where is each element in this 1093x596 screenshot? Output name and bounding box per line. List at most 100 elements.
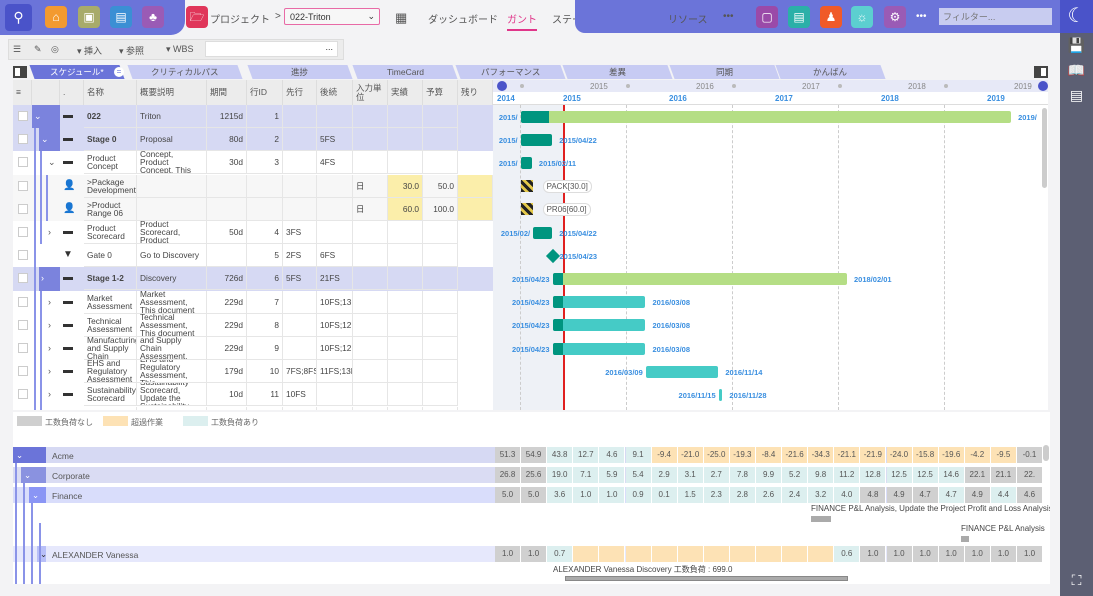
expand-chevron-icon[interactable]: › [39,267,60,291]
task-bar[interactable] [533,226,553,239]
collapse-chevron-icon[interactable]: ⌄ [39,128,60,152]
summary-bar[interactable] [552,273,847,285]
timeline-left-handle[interactable] [497,81,507,91]
column-header[interactable]: . [60,80,84,105]
tab-7[interactable]: かんばん [775,65,886,79]
nav-dashboard[interactable]: ダッシュボード [428,15,498,26]
summary-bar[interactable] [520,110,1012,123]
cell-name[interactable]: Stage 0 [84,128,137,152]
collapse-chevron-icon[interactable]: ⌄ [48,157,56,168]
gantt-scrollbar[interactable] [1042,108,1047,188]
cell-name[interactable]: Technical Assessment [84,313,137,337]
tab-0[interactable]: スケジュール* [29,65,125,79]
briefcase-icon[interactable]: ▤ [110,6,132,28]
tab-4[interactable]: パフォーマンス [455,65,566,79]
column-header[interactable]: 実績 [388,80,423,105]
resource-row[interactable]: ⌄ Finance 5.0 5.0 3.6 1.0 1.0 0.9 0.1 1.5 2.3 2.8 2.… [13,487,1043,503]
row-checkbox[interactable] [18,319,28,330]
expand-chevron-icon[interactable]: › [48,366,51,377]
row-checkbox[interactable] [18,157,28,168]
task-bar[interactable] [718,389,723,401]
resource-hatch-bar[interactable] [520,180,533,193]
wbs-input[interactable]: ... [205,41,338,57]
column-header[interactable]: 概要説明 [137,80,207,105]
layout-icon[interactable]: ▦ [395,10,408,25]
more-icons[interactable]: ••• [916,11,927,22]
cell-name[interactable]: EHS and Regulatory Assessment [84,360,137,384]
cell-name[interactable]: Product Scorecard [84,221,137,244]
task-bar[interactable] [645,365,719,378]
edit-icon[interactable]: ✎ [34,44,42,54]
expand-chevron-icon[interactable]: › [48,319,51,330]
resource-row[interactable]: ⌄ ALEXANDER Vanessa 1.0 1.0 0.7 0.6 1.0 1.0 1.0 1… [13,546,1043,562]
collapse-chevron-icon[interactable]: ⌄ [32,105,60,129]
cell-name[interactable]: Market Assessment [84,290,137,314]
breadcrumb[interactable]: プロジェクト [210,15,270,26]
expand-chevron-icon[interactable]: › [48,296,51,307]
inbox-icon[interactable]: ▣ [78,6,100,28]
table-row[interactable]: 👤 >Product Range 06 日 60.0 100.0 [13,197,493,221]
tab-5[interactable]: 差異 [562,65,673,79]
column-header[interactable]: 後続 [317,80,353,105]
nav-gantt[interactable]: ガント [507,11,537,31]
settings-sliders-icon[interactable]: ☰ [13,44,22,54]
moon-icon[interactable]: ☾ [1060,0,1093,33]
table-row[interactable]: › ▬ Stage 1-2 Discovery 726d 6 5FS 21FS [13,267,493,291]
column-header[interactable]: 先行 [283,80,317,105]
resource-row[interactable]: ⌄ Corporate 26.8 25.6 19.0 7.1 5.9 5.4 2.9 3.1 2.7… [13,467,1043,483]
comment-icon[interactable]: ▤ [1069,87,1084,103]
insert-button[interactable]: ▾ 挿入 [77,46,103,56]
header-menu-icon[interactable]: ≡ [13,80,32,105]
cell-name[interactable]: Sustainability Scorecard [84,383,137,407]
column-header[interactable]: 行ID [247,80,283,105]
task-bar[interactable] [552,342,646,355]
table-row[interactable]: › ▬ Technical Assessment Technical Assessme… [13,313,493,337]
people-icon[interactable]: ♟ [820,6,842,28]
cell-name[interactable]: Stage 1-2 [84,267,137,291]
map-icon[interactable]: ▤ [788,6,810,28]
panel-toggle-icon[interactable] [13,66,27,78]
cell-name[interactable]: 022 [84,105,137,128]
tab-2[interactable]: 進捗 [247,65,353,79]
task-bar[interactable] [552,319,646,332]
table-row[interactable]: › ▬ Market Assessment Market Assessment, Th… [13,290,493,314]
table-row[interactable]: › ▬ Sustainability ScorecardSustainability… [13,383,493,407]
cell-name[interactable]: Product Concept [84,151,137,175]
collapse-chevron-icon[interactable]: ⌄ [21,467,46,483]
task-bar[interactable] [552,296,646,309]
table-row[interactable]: ▬IntellectualIntellectual [13,406,493,410]
table-row[interactable]: ⌄ ▬ 022 Triton 1215d 1 [13,105,493,129]
row-checkbox[interactable] [18,134,28,145]
table-row[interactable]: › ▬ Product Scorecard Product Scorecard, Pr… [13,221,493,245]
panel-toggle-right-icon[interactable] [1034,66,1048,78]
row-checkbox[interactable] [18,296,28,307]
team-icon[interactable]: ♣ [142,6,164,28]
tab-menu-icon[interactable]: = [114,67,124,77]
fullscreen-icon[interactable]: ⛶ [1071,572,1082,588]
nav-more[interactable]: ••• [723,11,734,22]
cell-name[interactable]: >Product Range 06 [84,197,137,221]
row-checkbox[interactable] [18,227,28,237]
package-icon[interactable]: ▢ [756,6,778,28]
tab-1[interactable]: クリティカルパス [127,65,243,79]
book-icon[interactable]: 📖 [1067,62,1086,78]
wbs-button[interactable]: ▾ WBS [166,44,194,54]
resource-row[interactable]: ⌄ Acme 51.3 54.9 43.8 12.7 4.6 9.1 -9.4 -21.0 -25.… [13,447,1043,463]
lightbulb-icon[interactable]: ☼ [851,6,873,28]
expand-chevron-icon[interactable]: › [48,389,51,400]
collapse-chevron-icon[interactable]: ⌄ [29,487,46,503]
table-row[interactable]: 👤 >Package Development 日 30.0 50.0 [13,174,493,198]
column-header[interactable]: 残り [458,80,493,105]
resource-scrollbar[interactable] [1043,445,1049,461]
table-row[interactable]: ⌄ ▬ Product ConceptProduct Concept, Produc… [13,151,493,175]
cell-name[interactable]: >Package Development [84,174,137,198]
table-row[interactable]: ⌄ ▬ Stage 0 Proposal 80d 2 5FS [13,128,493,152]
cell-name[interactable]: Intellectual [84,406,137,410]
project-select[interactable]: 022-Triton ⌄ [284,8,380,25]
expand-chevron-icon[interactable]: › [48,227,51,237]
tab-3[interactable]: TimeCard [352,65,458,79]
table-row[interactable]: › ▬ EHS and Regulatory AssessmentEHS and R… [13,360,493,384]
table-row[interactable]: › ▬ Manufacturing and Supply ChainManufact… [13,337,493,361]
summary-bar[interactable] [520,133,553,146]
gear-icon[interactable]: ⚙ [884,6,906,28]
